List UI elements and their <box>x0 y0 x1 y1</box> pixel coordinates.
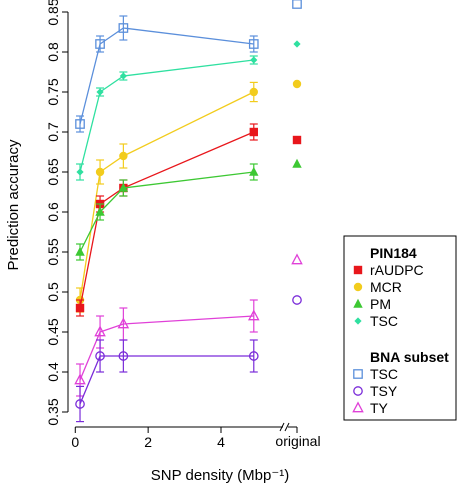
series-line <box>79 131 255 309</box>
data-point <box>249 166 259 176</box>
series-tsc-bna-subset <box>75 0 302 133</box>
data-point <box>95 206 105 216</box>
data-point <box>249 127 258 137</box>
legend-label: PM <box>370 296 391 312</box>
data-point <box>118 23 129 33</box>
data-point <box>74 373 86 385</box>
legend-marker <box>353 265 363 275</box>
y-tick-label: 0.7 <box>45 122 61 142</box>
y-tick-label: 0.55 <box>45 238 61 265</box>
legend-box <box>343 235 457 421</box>
legend-marker <box>353 298 363 308</box>
legend-label: TY <box>370 400 389 416</box>
data-point <box>75 303 85 313</box>
original-tick-label: original <box>275 433 320 449</box>
legend-marker <box>353 282 363 292</box>
original-point <box>292 295 302 305</box>
series-line <box>79 91 255 301</box>
legend-group-title: BNA subset <box>370 349 449 365</box>
data-point <box>118 351 129 361</box>
data-point <box>248 39 259 49</box>
data-point <box>75 399 85 409</box>
series-ty-bna-subset <box>74 253 303 397</box>
data-point <box>117 317 130 329</box>
original-point <box>292 135 302 145</box>
series-tsy-bna-subset <box>75 295 302 423</box>
legend-label: TSC <box>370 313 398 329</box>
legend-marker <box>354 317 362 325</box>
y-tick-label: 0.8 <box>45 42 61 62</box>
x-tick-label: 2 <box>144 434 152 450</box>
data-point <box>75 119 85 129</box>
data-point <box>248 309 260 321</box>
y-tick-label: 0.75 <box>45 78 61 105</box>
data-point <box>96 88 104 96</box>
legend-group-title: PIN184 <box>370 245 417 261</box>
series-line <box>79 355 254 405</box>
chart-plot-area <box>74 0 303 423</box>
data-point <box>119 151 128 161</box>
original-point <box>292 158 302 168</box>
legend-label: TSC <box>370 366 398 382</box>
data-point <box>249 87 258 97</box>
data-point <box>119 72 127 80</box>
legend-label: MCR <box>370 279 402 295</box>
y-tick-label: 0.45 <box>45 318 61 345</box>
y-tick-label: 0.65 <box>45 158 61 185</box>
axis-break-mark <box>279 422 285 432</box>
y-axis-label: Prediction accuracy <box>5 139 22 270</box>
chart-axes: 0.35 0.4 0.45 0.5 0.55 0.6 0.65 0.7 0.75 0.8 0.85 0… <box>45 0 298 450</box>
legend-marker <box>352 401 364 413</box>
x-tick-label: 4 <box>217 434 225 450</box>
original-point <box>291 253 303 265</box>
data-point <box>94 325 106 337</box>
legend-label: TSY <box>370 383 398 399</box>
series-line <box>79 171 254 253</box>
y-tick-label: 0.5 <box>45 282 61 302</box>
series-line <box>79 315 254 381</box>
series-pm-pin184 <box>75 158 302 261</box>
series-raudpc-pin184 <box>75 123 302 317</box>
data-point <box>118 182 129 192</box>
legend-marker <box>353 386 363 396</box>
original-point <box>292 0 302 9</box>
y-tick-label: 0.4 <box>45 362 61 382</box>
data-point <box>248 351 259 361</box>
legend-label: rAUDPC <box>370 262 424 278</box>
y-tick-label: 0.85 <box>45 0 61 26</box>
series-line <box>79 59 254 173</box>
axis-break-mark <box>284 422 290 432</box>
data-point <box>95 39 105 49</box>
data-point <box>95 351 105 361</box>
original-point <box>292 79 302 89</box>
series-line <box>79 27 254 125</box>
original-point <box>293 40 301 48</box>
data-point <box>95 167 105 177</box>
legend-marker <box>353 369 363 379</box>
series-tsc-pin184 <box>76 40 301 181</box>
x-tick-label: 0 <box>71 434 79 450</box>
series-mcr-pin184 <box>75 79 302 313</box>
data-point <box>250 56 258 64</box>
y-tick-label: 0.35 <box>45 398 61 425</box>
data-point <box>76 168 84 176</box>
data-point <box>75 246 85 256</box>
y-tick-label: 0.6 <box>45 202 61 222</box>
x-axis-label: SNP density (Mbp⁻¹) <box>151 467 290 484</box>
